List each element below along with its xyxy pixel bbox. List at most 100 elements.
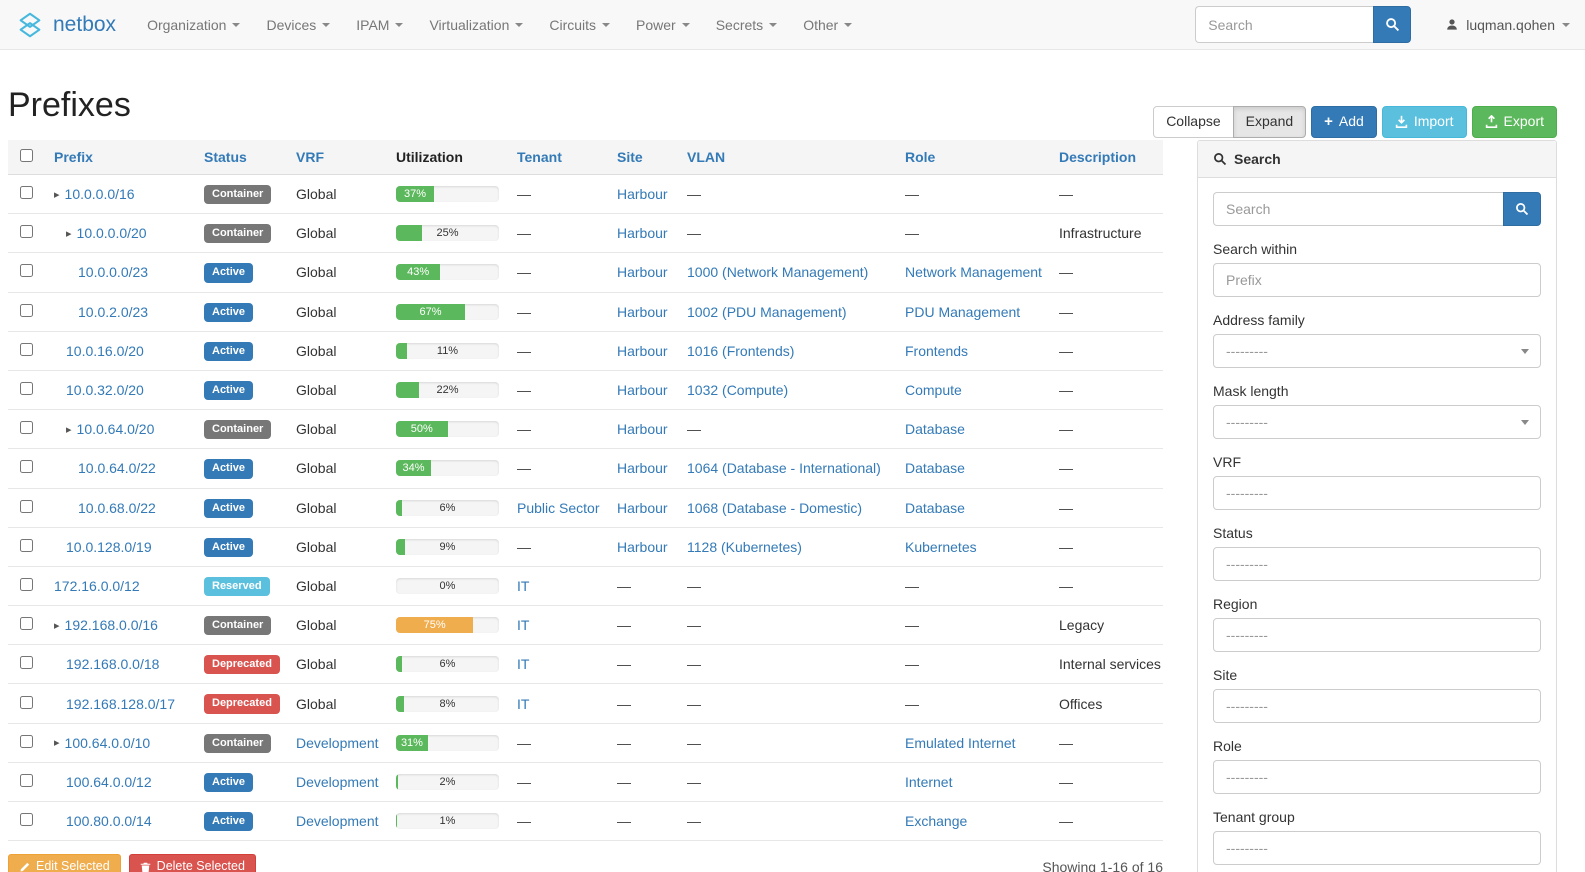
vlan-link[interactable]: 1032 (Compute) [687, 382, 789, 399]
vlan-link[interactable]: 1064 (Database - International) [687, 460, 881, 477]
row-checkbox[interactable] [20, 577, 33, 591]
prefix-link[interactable]: 10.0.64.0/20 [76, 421, 155, 438]
site-link[interactable]: Harbour [617, 382, 668, 399]
tenant-link[interactable]: IT [517, 617, 530, 634]
site-link[interactable]: Harbour [617, 264, 668, 281]
expand-children-icon[interactable]: ▸ [54, 737, 60, 750]
navbar-search-button[interactable] [1373, 6, 1412, 43]
vlan-link[interactable]: 1016 (Frontends) [687, 342, 795, 359]
nav-menu-virtualization[interactable]: Virtualization [416, 0, 536, 50]
row-checkbox[interactable] [20, 421, 33, 435]
prefix-link[interactable]: 10.0.16.0/20 [66, 342, 144, 359]
role-link[interactable]: Database [905, 460, 965, 477]
user-menu[interactable]: luqman.qohen [1445, 17, 1570, 33]
prefix-link[interactable]: 10.0.0.0/23 [78, 264, 149, 281]
role-link[interactable]: Exchange [905, 813, 968, 830]
prefix-link[interactable]: 10.0.2.0/23 [78, 303, 149, 320]
prefix-link[interactable]: 192.168.0.0/16 [64, 617, 158, 634]
prefix-link[interactable]: 10.0.32.0/20 [66, 382, 144, 399]
vlan-link[interactable]: 1068 (Database - Domestic) [687, 499, 863, 516]
row-checkbox[interactable] [20, 225, 33, 239]
site-link[interactable]: Harbour [617, 421, 668, 438]
column-sort-vrf[interactable]: VRF [296, 149, 324, 165]
filter-select-address-family[interactable]: --------- [1213, 334, 1541, 368]
site-link[interactable]: Harbour [617, 225, 668, 242]
filter-input-site[interactable] [1213, 689, 1541, 723]
role-link[interactable]: Internet [905, 773, 953, 790]
sidebar-search-button[interactable] [1503, 192, 1541, 226]
filter-input-status[interactable] [1213, 547, 1541, 581]
role-link[interactable]: Database [905, 421, 965, 438]
row-checkbox[interactable] [20, 186, 33, 200]
filter-input-region[interactable] [1213, 618, 1541, 652]
column-sort-site[interactable]: Site [617, 149, 643, 165]
filter-input-role[interactable] [1213, 760, 1541, 794]
nav-menu-devices[interactable]: Devices [253, 0, 343, 50]
prefix-link[interactable]: 10.0.68.0/22 [78, 499, 156, 516]
vlan-link[interactable]: 1000 (Network Management) [687, 264, 869, 281]
row-checkbox[interactable] [20, 656, 33, 670]
row-checkbox[interactable] [20, 617, 33, 631]
prefix-link[interactable]: 192.168.128.0/17 [66, 695, 175, 712]
tenant-link[interactable]: IT [517, 577, 530, 594]
expand-children-icon[interactable]: ▸ [54, 619, 60, 632]
role-link[interactable]: PDU Management [905, 303, 1021, 320]
prefix-link[interactable]: 100.64.0.0/10 [64, 734, 151, 751]
prefix-link[interactable]: 172.16.0.0/12 [54, 577, 140, 594]
site-link[interactable]: Harbour [617, 499, 668, 516]
column-sort-status[interactable]: Status [204, 149, 247, 165]
prefix-link[interactable]: 10.0.0.0/20 [76, 225, 147, 242]
vlan-link[interactable]: 1002 (PDU Management) [687, 303, 847, 320]
tenant-link[interactable]: Public Sector [517, 499, 600, 516]
site-link[interactable]: Harbour [617, 186, 668, 203]
site-link[interactable]: Harbour [617, 342, 668, 359]
site-link[interactable]: Harbour [617, 303, 668, 320]
export-button[interactable]: Export [1471, 106, 1557, 138]
row-checkbox[interactable] [20, 813, 33, 827]
vrf-link[interactable]: Development [296, 773, 379, 790]
filter-input-vrf[interactable] [1213, 476, 1541, 510]
role-link[interactable]: Frontends [905, 342, 969, 359]
edit-selected-button[interactable]: Edit Selected [8, 854, 121, 872]
nav-menu-ipam[interactable]: IPAM [343, 0, 416, 50]
row-checkbox[interactable] [20, 264, 33, 278]
vrf-link[interactable]: Development [296, 813, 379, 830]
row-checkbox[interactable] [20, 303, 33, 317]
expand-children-icon[interactable]: ▸ [66, 227, 72, 240]
site-link[interactable]: Harbour [617, 538, 668, 555]
row-checkbox[interactable] [20, 538, 33, 552]
row-checkbox[interactable] [20, 342, 33, 356]
row-checkbox[interactable] [20, 695, 33, 709]
prefix-link[interactable]: 10.0.128.0/19 [66, 538, 152, 555]
column-sort-role[interactable]: Role [905, 149, 936, 165]
delete-selected-button[interactable]: Delete Selected [128, 854, 256, 872]
row-checkbox[interactable] [20, 382, 33, 396]
tenant-link[interactable]: IT [517, 695, 530, 712]
nav-menu-circuits[interactable]: Circuits [536, 0, 623, 50]
column-sort-description[interactable]: Description [1059, 149, 1137, 165]
filter-input-search-within[interactable] [1213, 263, 1541, 297]
netbox-brand[interactable]: netbox [15, 10, 116, 40]
tenant-link[interactable]: IT [517, 656, 530, 673]
row-checkbox[interactable] [20, 734, 33, 748]
prefix-link[interactable]: 100.64.0.0/12 [66, 773, 152, 790]
prefix-link[interactable]: 10.0.0.0/16 [64, 186, 135, 203]
role-link[interactable]: Network Management [905, 264, 1042, 281]
column-sort-tenant[interactable]: Tenant [517, 149, 562, 165]
nav-menu-power[interactable]: Power [623, 0, 703, 50]
prefix-link[interactable]: 100.80.0.0/14 [66, 813, 152, 830]
site-link[interactable]: Harbour [617, 460, 668, 477]
nav-menu-organization[interactable]: Organization [134, 0, 253, 50]
role-link[interactable]: Database [905, 499, 965, 516]
row-checkbox[interactable] [20, 773, 33, 787]
role-link[interactable]: Kubernetes [905, 538, 977, 555]
nav-menu-other[interactable]: Other [790, 0, 865, 50]
row-checkbox[interactable] [20, 460, 33, 474]
add-button[interactable]: + Add [1311, 106, 1377, 138]
filter-input-tenant-group[interactable] [1213, 831, 1541, 865]
prefix-link[interactable]: 10.0.64.0/22 [78, 460, 156, 477]
vlan-link[interactable]: 1128 (Kubernetes) [687, 538, 802, 555]
collapse-button[interactable]: Collapse [1153, 106, 1234, 138]
import-button[interactable]: Import [1381, 106, 1467, 138]
role-link[interactable]: Compute [905, 382, 962, 399]
